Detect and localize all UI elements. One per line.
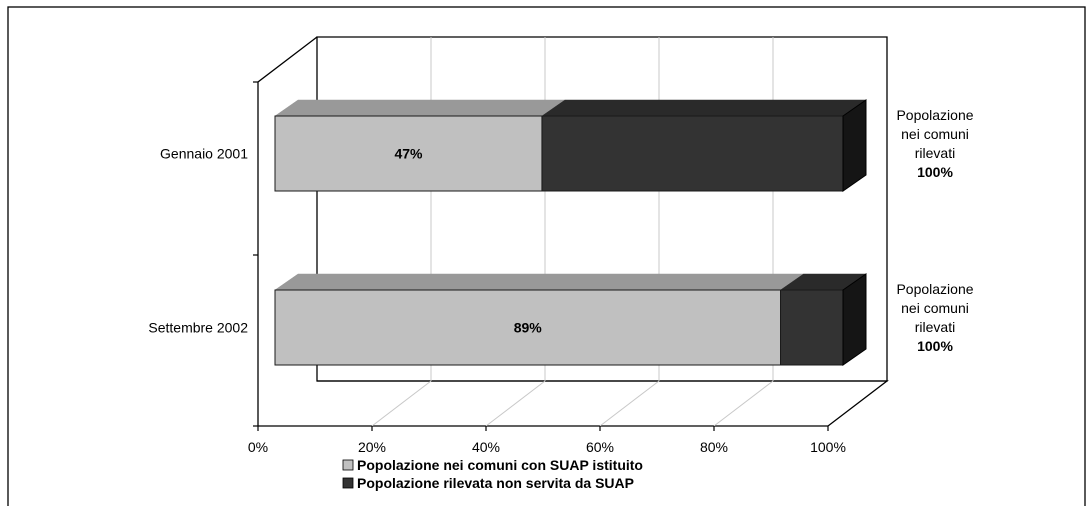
bar-side-0 — [842, 99, 867, 192]
floor — [258, 380, 889, 427]
bar-1-0 — [541, 115, 844, 192]
category-label-0: Gennaio 2001 — [160, 146, 248, 162]
bar-side-1 — [842, 273, 867, 366]
bar-0-0 — [274, 115, 543, 192]
legend-label-1: Popolazione rilevata non servita da SUAP — [357, 475, 634, 491]
annotation-line-0-0: Popolazione — [896, 107, 973, 123]
outer-border — [7, 6, 1086, 506]
floor-gridline-3 — [599, 380, 660, 427]
floor-gridline-4 — [713, 380, 774, 427]
annotation-line-1-0: Popolazione — [896, 281, 973, 297]
legend-swatch-1 — [342, 477, 354, 489]
legend-label-0: Popolazione nei comuni con SUAP istituit… — [357, 457, 643, 473]
x-tick-label-4: 80% — [700, 439, 728, 455]
data-label-0: 47% — [394, 146, 423, 162]
annotation-line-0-1: nei comuni — [901, 126, 969, 142]
x-tick-label-3: 60% — [586, 439, 614, 455]
bar-top-0-0 — [274, 99, 566, 117]
x-tick-label-1: 20% — [358, 439, 386, 455]
bar-1-1 — [780, 289, 844, 366]
bar-0-1 — [274, 289, 782, 366]
category-label-1: Settembre 2002 — [148, 320, 248, 336]
legend-swatch-0 — [342, 459, 354, 471]
floor-gridline-2 — [485, 380, 546, 427]
bar-top-0-1 — [274, 273, 805, 291]
floor-gridline-1 — [371, 380, 432, 427]
data-label-1: 89% — [514, 320, 543, 336]
x-tick-label-0: 0% — [248, 439, 268, 455]
annotation-line-0-2: rilevati — [915, 145, 955, 161]
annotation-line-1-2: rilevati — [915, 319, 955, 335]
x-tick-label-5: 100% — [810, 439, 846, 455]
bars — [274, 99, 867, 366]
annotation-value-0: 100% — [917, 164, 953, 180]
bar-top-1-0 — [541, 99, 867, 117]
annotation-line-1-1: nei comuni — [901, 300, 969, 316]
annotation-value-1: 100% — [917, 338, 953, 354]
labels: 0% 20% 40% 60% 80% 100% 47% Gennaio 2001 Popolaz… — [148, 107, 973, 491]
x-tick-label-2: 40% — [472, 439, 500, 455]
